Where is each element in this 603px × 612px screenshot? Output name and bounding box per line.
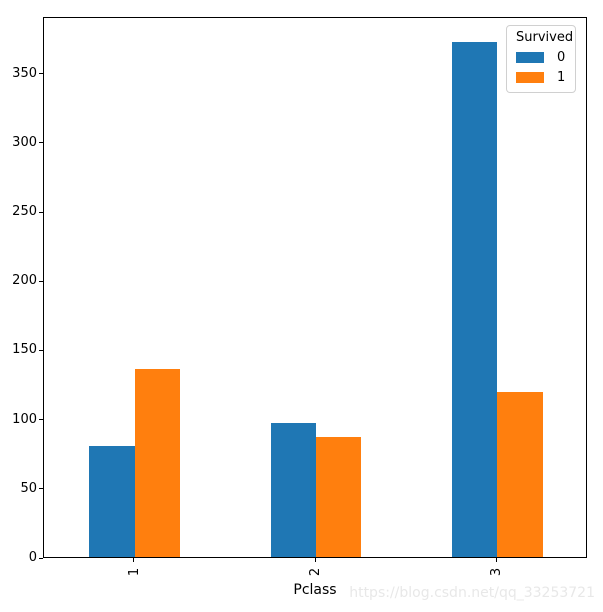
plot-area: Survived 0 1 bbox=[43, 17, 587, 558]
x-tick-mark bbox=[314, 558, 316, 562]
legend-swatch bbox=[516, 52, 544, 63]
y-tick-label: 150 bbox=[12, 342, 37, 358]
watermark-text: https://blog.csdn.net/qq_33253721 bbox=[349, 585, 595, 601]
x-tick-mark bbox=[495, 558, 497, 562]
x-tick-label: 1 bbox=[126, 567, 142, 577]
y-tick-label: 200 bbox=[12, 273, 37, 289]
x-axis-label: Pclass bbox=[293, 582, 337, 598]
bar-pclass1-survived0 bbox=[89, 446, 135, 557]
bar-pclass1-survived1 bbox=[134, 368, 180, 557]
bar-pclass3-survived0 bbox=[452, 42, 498, 557]
legend-entry-0: 0 bbox=[516, 50, 566, 65]
bar-pclass3-survived1 bbox=[497, 392, 543, 557]
y-tick-mark bbox=[39, 142, 43, 144]
legend-title: Survived bbox=[516, 30, 574, 45]
y-tick-label: 350 bbox=[12, 65, 37, 81]
bar-pclass2-survived0 bbox=[270, 422, 316, 557]
y-tick-mark bbox=[39, 557, 43, 559]
y-tick-mark bbox=[39, 349, 43, 351]
y-tick-label: 100 bbox=[12, 411, 37, 427]
y-tick-label: 0 bbox=[28, 550, 37, 565]
legend-label: 0 bbox=[557, 50, 566, 65]
legend-entry-1: 1 bbox=[516, 70, 566, 85]
legend: Survived 0 1 bbox=[506, 25, 576, 93]
y-tick-label: 250 bbox=[12, 204, 37, 220]
y-tick-label: 50 bbox=[20, 480, 37, 496]
x-tick-label: 3 bbox=[488, 567, 504, 577]
legend-label: 1 bbox=[557, 70, 566, 85]
legend-swatch bbox=[516, 72, 544, 83]
y-tick-label: 300 bbox=[12, 134, 37, 150]
x-tick-label: 2 bbox=[307, 567, 323, 577]
y-tick-mark bbox=[39, 211, 43, 213]
y-tick-mark bbox=[39, 280, 43, 282]
y-tick-mark bbox=[39, 419, 43, 421]
x-tick-mark bbox=[133, 558, 135, 562]
y-tick-mark bbox=[39, 73, 43, 75]
bar-pclass2-survived1 bbox=[316, 436, 362, 557]
y-tick-mark bbox=[39, 488, 43, 490]
